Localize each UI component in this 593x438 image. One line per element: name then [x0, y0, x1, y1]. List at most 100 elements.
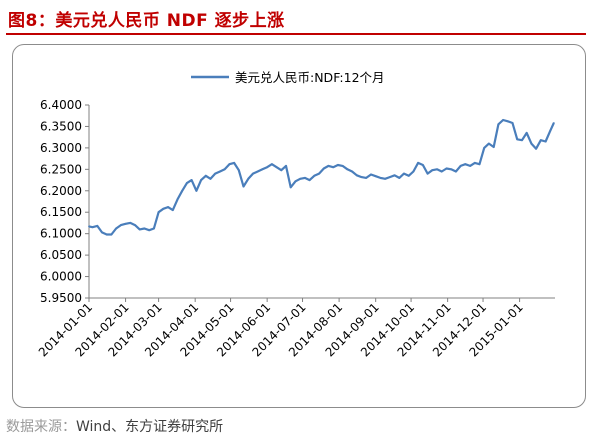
- data-point: [365, 177, 368, 179]
- data-point: [341, 165, 344, 167]
- data-point: [355, 174, 358, 177]
- data-point: [478, 163, 481, 166]
- data-point: [88, 225, 90, 228]
- data-point: [266, 166, 269, 169]
- data-point: [124, 222, 127, 225]
- data-point: [549, 129, 552, 132]
- data-point: [195, 189, 198, 192]
- data-point: [332, 166, 335, 169]
- data-point: [346, 168, 349, 171]
- data-point: [308, 179, 311, 181]
- data-point: [483, 146, 486, 149]
- data-point: [190, 179, 193, 181]
- chart-frame: [12, 44, 586, 408]
- data-point: [162, 207, 165, 210]
- y-tick-label: 6.3500: [40, 119, 82, 133]
- data-point: [200, 179, 202, 181]
- data-point: [285, 165, 287, 167]
- y-tick-label: 6.1000: [40, 227, 82, 241]
- source-text: Wind、东方证券研究所: [76, 419, 224, 435]
- data-point: [544, 140, 547, 143]
- y-tick-label: 6.0000: [40, 270, 82, 284]
- data-point: [138, 228, 141, 231]
- data-point: [421, 164, 424, 166]
- data-point: [157, 211, 160, 214]
- data-point: [209, 177, 212, 180]
- data-point: [105, 233, 108, 236]
- data-point: [129, 222, 132, 224]
- data-point: [299, 177, 302, 180]
- data-point: [398, 177, 401, 179]
- data-point: [440, 170, 443, 173]
- data-point: [431, 169, 434, 172]
- data-point: [539, 139, 542, 142]
- data-point: [294, 180, 297, 183]
- data-point: [167, 206, 169, 208]
- legend-label: 美元兑人民币:NDF:12个月: [235, 70, 385, 85]
- series-line: [88, 118, 555, 236]
- title-divider: [6, 33, 586, 35]
- data-point: [186, 182, 188, 184]
- data-point: [275, 166, 278, 169]
- data-point: [337, 164, 339, 166]
- data-point: [313, 174, 316, 177]
- data-point: [237, 169, 240, 172]
- data-point: [252, 172, 254, 175]
- data-point: [393, 174, 396, 177]
- data-point: [219, 170, 221, 173]
- y-tick-label: 6.3000: [40, 141, 82, 155]
- data-point: [426, 172, 429, 175]
- data-point: [176, 198, 179, 201]
- data-point: [256, 170, 259, 173]
- data-point: [388, 176, 391, 178]
- data-point: [110, 233, 113, 236]
- data-point: [148, 229, 151, 232]
- data-point: [351, 170, 353, 173]
- data-point: [119, 224, 122, 226]
- data-point: [280, 169, 283, 172]
- y-tick-label: 6.0500: [40, 248, 82, 262]
- data-point: [327, 165, 330, 167]
- y-tick-label: 6.1500: [40, 205, 82, 219]
- y-tick-label: 6.2500: [40, 162, 82, 176]
- y-tick-label: 5.9500: [40, 291, 82, 305]
- y-tick-label: 6.2000: [40, 184, 82, 198]
- data-point: [101, 231, 103, 234]
- data-point: [115, 227, 118, 230]
- data-point: [521, 139, 523, 142]
- data-point: [506, 120, 509, 123]
- data-point: [360, 176, 363, 178]
- data-point: [171, 209, 174, 211]
- data-point: [214, 172, 217, 175]
- data-point: [407, 174, 410, 177]
- data-point: [228, 163, 231, 166]
- data-point: [535, 147, 538, 150]
- data-point: [525, 131, 528, 134]
- data-point: [181, 189, 184, 192]
- data-point: [464, 163, 467, 166]
- data-point: [270, 163, 273, 166]
- data-point: [233, 162, 236, 164]
- data-point: [530, 142, 533, 145]
- data-point: [143, 227, 146, 230]
- data-point: [134, 224, 136, 226]
- data-point: [289, 186, 292, 189]
- data-point: [152, 227, 155, 230]
- data-point: [384, 177, 387, 180]
- data-point: [502, 119, 504, 121]
- data-point: [96, 225, 99, 227]
- data-point: [370, 173, 372, 176]
- data-point: [91, 226, 94, 229]
- data-point: [455, 170, 457, 173]
- data-point: [511, 122, 514, 124]
- source-note: 数据来源：Wind、东方证券研究所: [6, 416, 223, 436]
- data-point: [379, 177, 382, 179]
- data-point: [374, 175, 377, 178]
- data-point: [223, 168, 226, 171]
- data-point: [436, 168, 438, 171]
- data-point: [445, 167, 448, 170]
- data-point: [552, 122, 555, 124]
- data-point: [469, 165, 471, 167]
- data-point: [450, 168, 453, 171]
